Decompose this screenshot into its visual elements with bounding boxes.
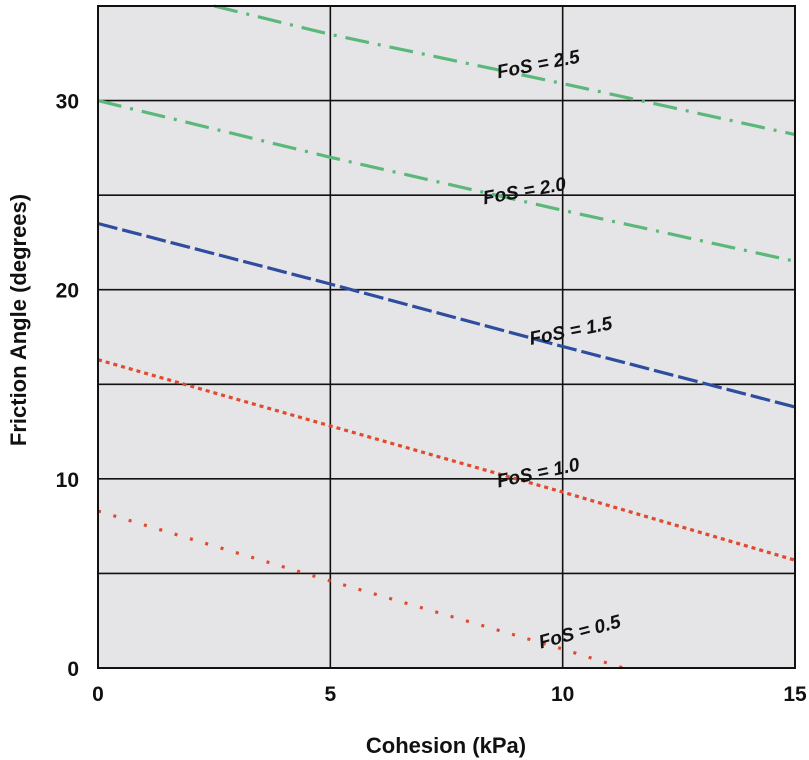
x-tick-label-3: 15 xyxy=(783,683,807,706)
plot-frame xyxy=(97,5,796,669)
y-tick-label-1: 10 xyxy=(56,469,79,492)
y-tick-labels: 0 10 20 30 xyxy=(56,91,79,681)
grid-lines xyxy=(98,6,795,668)
plot-background xyxy=(98,6,795,668)
y-tick-label-0: 0 xyxy=(67,658,79,681)
x-axis-title: Cohesion (kPa) xyxy=(366,733,526,758)
y-tick-label-2: 20 xyxy=(56,280,79,303)
series-line-3 xyxy=(97,358,796,562)
y-tick-label-3: 30 xyxy=(56,91,79,114)
series-line-1 xyxy=(97,99,796,263)
x-tick-label-1: 5 xyxy=(324,683,336,706)
y-axis-title: Friction Angle (degrees) xyxy=(6,194,31,446)
series-lines xyxy=(97,4,796,670)
x-tick-label-2: 10 xyxy=(551,683,574,706)
series-line-0 xyxy=(213,4,796,137)
x-tick-labels: 0 5 10 15 xyxy=(92,683,807,706)
series-line-2 xyxy=(97,221,796,409)
x-tick-label-0: 0 xyxy=(92,683,104,706)
